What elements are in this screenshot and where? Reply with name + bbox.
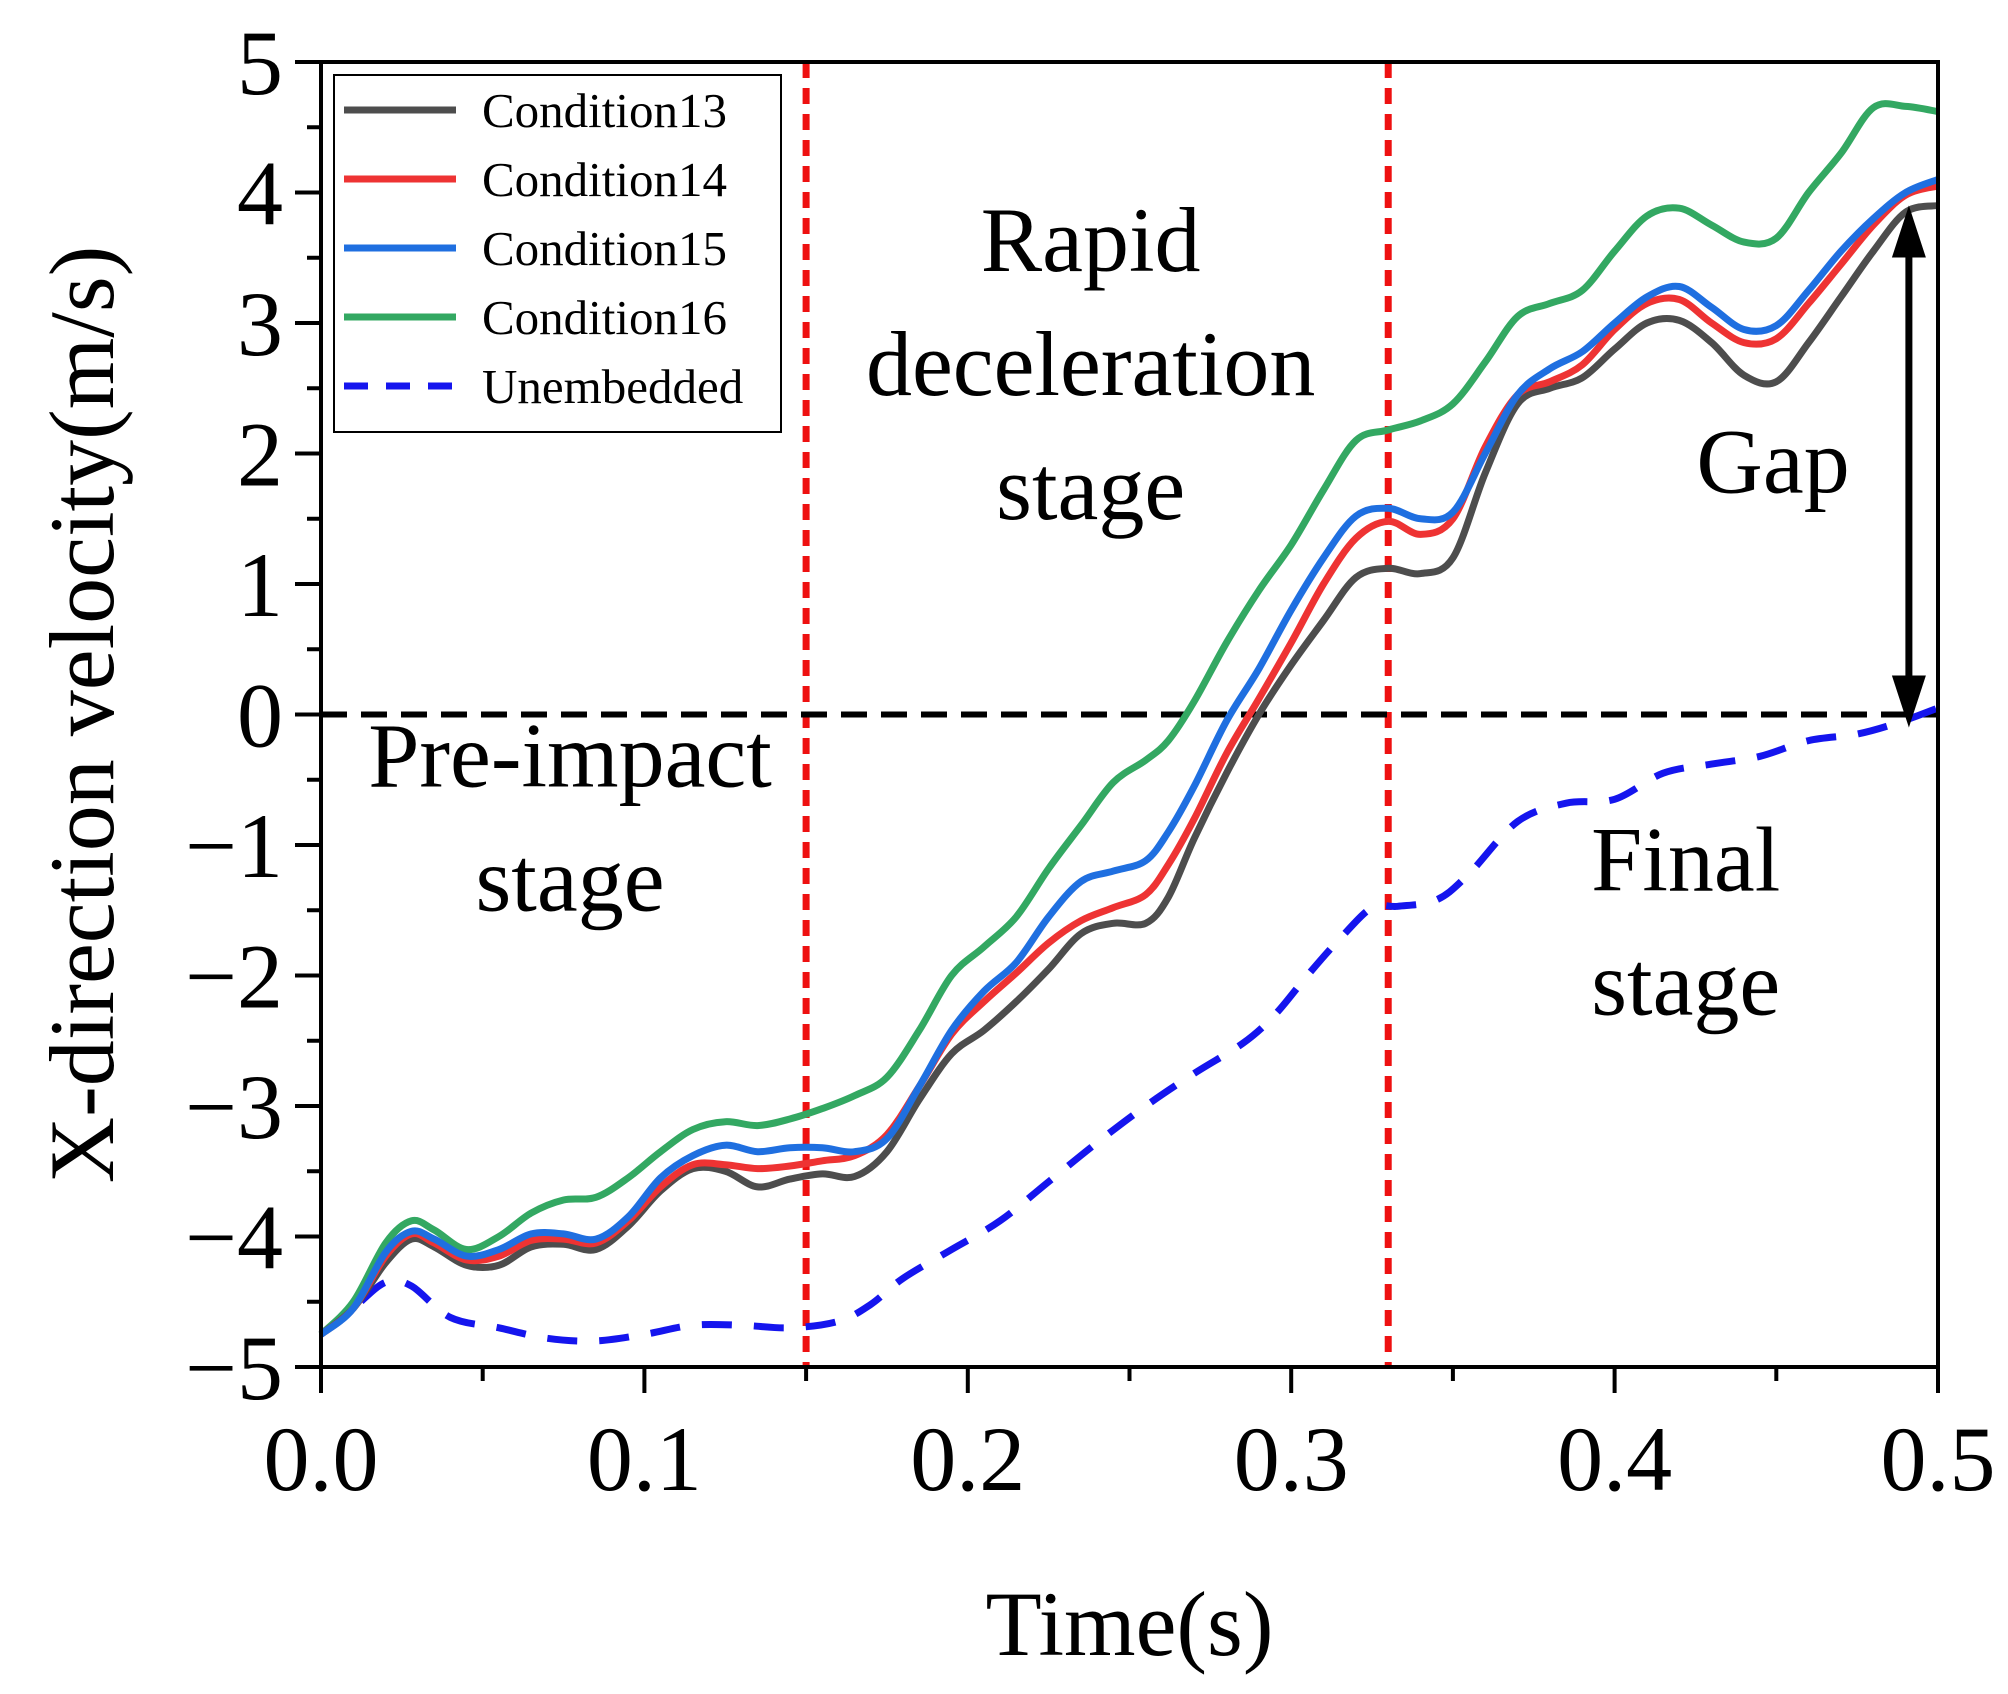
gap-arrow (1891, 205, 1926, 728)
x-tick-label-4: 0.3 (1234, 1408, 1349, 1510)
x-tick-label-5: 0.4 (1557, 1408, 1672, 1510)
legend-label-condition14: Condition14 (482, 152, 727, 207)
y-tick-label-6: 0 (237, 665, 283, 767)
y-tick-label-1: −5 (185, 1317, 283, 1419)
legend-label-condition13: Condition13 (482, 83, 727, 138)
legend: Condition13 Condition14 Condition15 Conditi… (333, 74, 782, 433)
y-tick-label-5: −1 (185, 795, 283, 897)
x-tick-label-3: 0.2 (910, 1408, 1025, 1510)
x-tick-label-6: 0.5 (1881, 1408, 1996, 1510)
x-tick-label-1: 0.0 (264, 1408, 379, 1510)
y-tick-label-11: 5 (237, 12, 283, 114)
annotation-rapid-deceleration-stage-line-3: stage (996, 437, 1185, 539)
reference-lines (321, 62, 1938, 1367)
legend-label-condition15: Condition15 (482, 221, 727, 276)
annotation-rapid-deceleration-stage-line-2: deceleration (866, 313, 1316, 415)
y-tick-label-7: 1 (237, 534, 283, 636)
x-tick-label-2: 0.1 (587, 1408, 702, 1510)
y-tick-label-3: −3 (185, 1056, 283, 1158)
stage-annotations: Pre-impact stage Rapid deceleration stage Gap… (368, 189, 1850, 1035)
series-line-condition14 (318, 182, 1939, 1338)
series-line-unembedded (318, 704, 1940, 1345)
y-tick-label-2: −4 (185, 1187, 283, 1289)
series-line-condition16 (318, 100, 1939, 1337)
gap-arrow-head-up (1891, 205, 1926, 258)
y-tick-label-10: 4 (237, 143, 283, 245)
annotation-gap-line-1: Gap (1696, 411, 1849, 513)
legend-label-unembedded: Unembedded (482, 359, 743, 414)
annotation-pre-impact-stage-line-1: Pre-impact (368, 704, 772, 806)
annotation-pre-impact-stage-line-2: stage (476, 828, 665, 930)
legend-label-condition16: Condition16 (482, 290, 727, 345)
y-tick-label-4: −2 (185, 926, 283, 1028)
annotation-final-stage-line-2: stage (1591, 933, 1780, 1035)
y-tick-label-8: 2 (237, 404, 283, 506)
y-axis-title: X-direction velocity(m/s) (31, 246, 133, 1184)
annotation-rapid-deceleration-stage-line-1: Rapid (981, 189, 1201, 291)
y-tick-label-9: 3 (237, 273, 283, 375)
annotation-final-stage-line-1: Final (1591, 809, 1780, 911)
x-axis-title: Time(s) (986, 1573, 1274, 1675)
series-line-condition13 (318, 202, 1939, 1338)
axes: 0.0 0.1 0.2 0.3 0.4 0.5 −5 −4 −3 −2 −1 0 1 2 3 4 5 (185, 12, 1995, 1510)
series-line-condition15 (318, 176, 1940, 1338)
legend-box (333, 74, 782, 433)
series-layer (318, 100, 1940, 1345)
gap-arrow-head-down (1891, 675, 1926, 728)
